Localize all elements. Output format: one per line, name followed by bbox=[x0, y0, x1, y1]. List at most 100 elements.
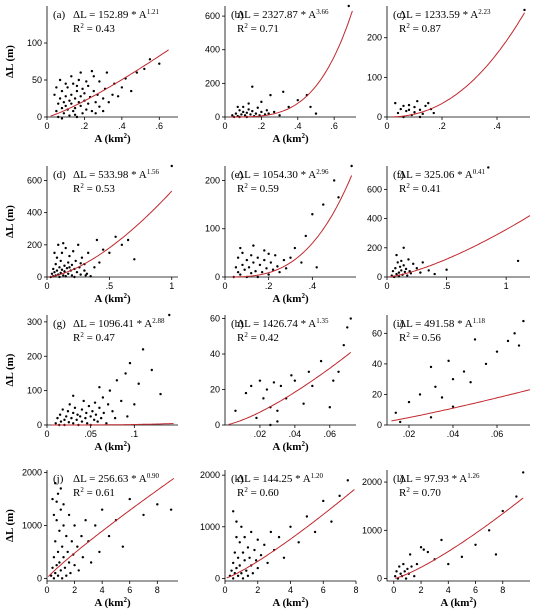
data-point bbox=[60, 268, 64, 271]
y-tick-label: 100 bbox=[27, 386, 42, 396]
fit-curve bbox=[226, 489, 355, 579]
data-point bbox=[121, 545, 125, 548]
data-point bbox=[85, 411, 88, 415]
data-point bbox=[247, 266, 251, 269]
data-point bbox=[55, 109, 58, 113]
data-point bbox=[328, 406, 331, 409]
fit-curve bbox=[230, 10, 353, 118]
x-tick-label: .02 bbox=[254, 429, 267, 439]
data-point bbox=[282, 556, 286, 559]
r-squared: R2 = 0.87 bbox=[399, 22, 441, 35]
data-point bbox=[59, 487, 62, 490]
x-tick-label: .5 bbox=[443, 281, 451, 291]
data-point bbox=[64, 274, 67, 278]
data-point bbox=[128, 361, 132, 365]
data-point bbox=[86, 84, 90, 88]
data-point bbox=[260, 110, 263, 114]
x-axis-title: A (km2) bbox=[440, 596, 477, 609]
data-point bbox=[90, 69, 94, 73]
data-point bbox=[394, 101, 397, 105]
data-point bbox=[56, 492, 60, 495]
x-tick-label: 8 bbox=[500, 585, 505, 595]
data-point bbox=[407, 108, 411, 112]
fit-equation: ΔL = 325.06 * A0.41 bbox=[399, 168, 485, 181]
data-point bbox=[64, 246, 67, 250]
y-tick-label: 200 bbox=[367, 243, 382, 253]
data-point bbox=[83, 92, 86, 95]
data-point bbox=[76, 545, 79, 548]
data-point bbox=[429, 416, 433, 419]
data-point bbox=[405, 109, 408, 113]
data-point bbox=[424, 104, 427, 108]
data-point bbox=[60, 577, 64, 580]
y-tick-label: 0 bbox=[377, 420, 382, 430]
data-point bbox=[311, 213, 314, 216]
y-tick-label: 1000 bbox=[362, 525, 382, 535]
data-point bbox=[101, 97, 105, 100]
x-tick-label: 4 bbox=[446, 585, 451, 595]
data-point bbox=[267, 112, 270, 115]
data-point bbox=[73, 563, 76, 567]
data-point bbox=[238, 564, 241, 567]
data-point bbox=[314, 112, 318, 115]
data-point bbox=[290, 374, 293, 377]
data-point bbox=[94, 413, 98, 416]
data-point bbox=[65, 574, 68, 577]
data-point bbox=[60, 106, 64, 110]
fit-curve bbox=[391, 389, 531, 422]
fit-equation: ΔL = 491.58 * A1.18 bbox=[399, 317, 485, 330]
data-point bbox=[434, 385, 437, 389]
data-point bbox=[243, 268, 246, 271]
data-point bbox=[517, 344, 521, 347]
data-point bbox=[265, 267, 268, 270]
data-point bbox=[313, 530, 317, 534]
r-squared: R2 = 0.59 bbox=[237, 182, 279, 195]
panel-label: (b) bbox=[231, 9, 244, 21]
data-point bbox=[460, 555, 464, 559]
fit-equation: ΔL = 97.93 * A1.26 bbox=[399, 472, 480, 485]
data-point bbox=[81, 87, 84, 91]
data-point bbox=[451, 377, 455, 381]
fit-curve bbox=[392, 12, 525, 118]
data-point bbox=[137, 382, 140, 385]
data-point bbox=[62, 242, 65, 245]
y-tick-label: 600 bbox=[205, 11, 220, 21]
x-axis-title: A (km2) bbox=[272, 132, 309, 145]
data-point bbox=[513, 332, 516, 335]
data-point bbox=[342, 343, 345, 347]
data-point bbox=[72, 82, 75, 85]
data-point bbox=[67, 513, 71, 517]
data-point bbox=[95, 238, 99, 242]
data-point bbox=[258, 379, 262, 382]
data-point bbox=[72, 250, 75, 253]
data-point bbox=[56, 416, 59, 420]
x-tick-label: .4 bbox=[493, 121, 501, 131]
data-point bbox=[89, 415, 92, 418]
data-point bbox=[349, 317, 352, 320]
y-tick-label: 400 bbox=[205, 45, 220, 55]
data-point bbox=[73, 275, 76, 279]
x-tick-label: .4 bbox=[294, 121, 302, 131]
data-point bbox=[58, 266, 61, 269]
chart-panel-i: .02 .04 .06 0 20 40 60 (i)ΔL = 491.58 * A1.18R2… bbox=[372, 315, 531, 439]
data-point bbox=[350, 164, 353, 168]
data-point bbox=[98, 385, 101, 389]
data-point bbox=[72, 422, 75, 425]
data-point bbox=[74, 259, 77, 263]
data-point bbox=[116, 95, 120, 98]
x-tick-label: .4 bbox=[309, 281, 317, 291]
fit-curve bbox=[48, 477, 175, 577]
data-point bbox=[251, 109, 254, 113]
data-point bbox=[99, 416, 103, 420]
data-point bbox=[64, 95, 67, 98]
fit-equation: ΔL = 1426.74 * A1.35 bbox=[237, 317, 329, 330]
data-point bbox=[276, 420, 279, 423]
x-tick-label: .05 bbox=[84, 429, 97, 439]
data-point bbox=[86, 251, 90, 255]
data-point bbox=[241, 110, 245, 114]
data-point bbox=[126, 238, 130, 242]
x-tick-label: 0 bbox=[222, 281, 227, 291]
data-point bbox=[158, 62, 161, 65]
